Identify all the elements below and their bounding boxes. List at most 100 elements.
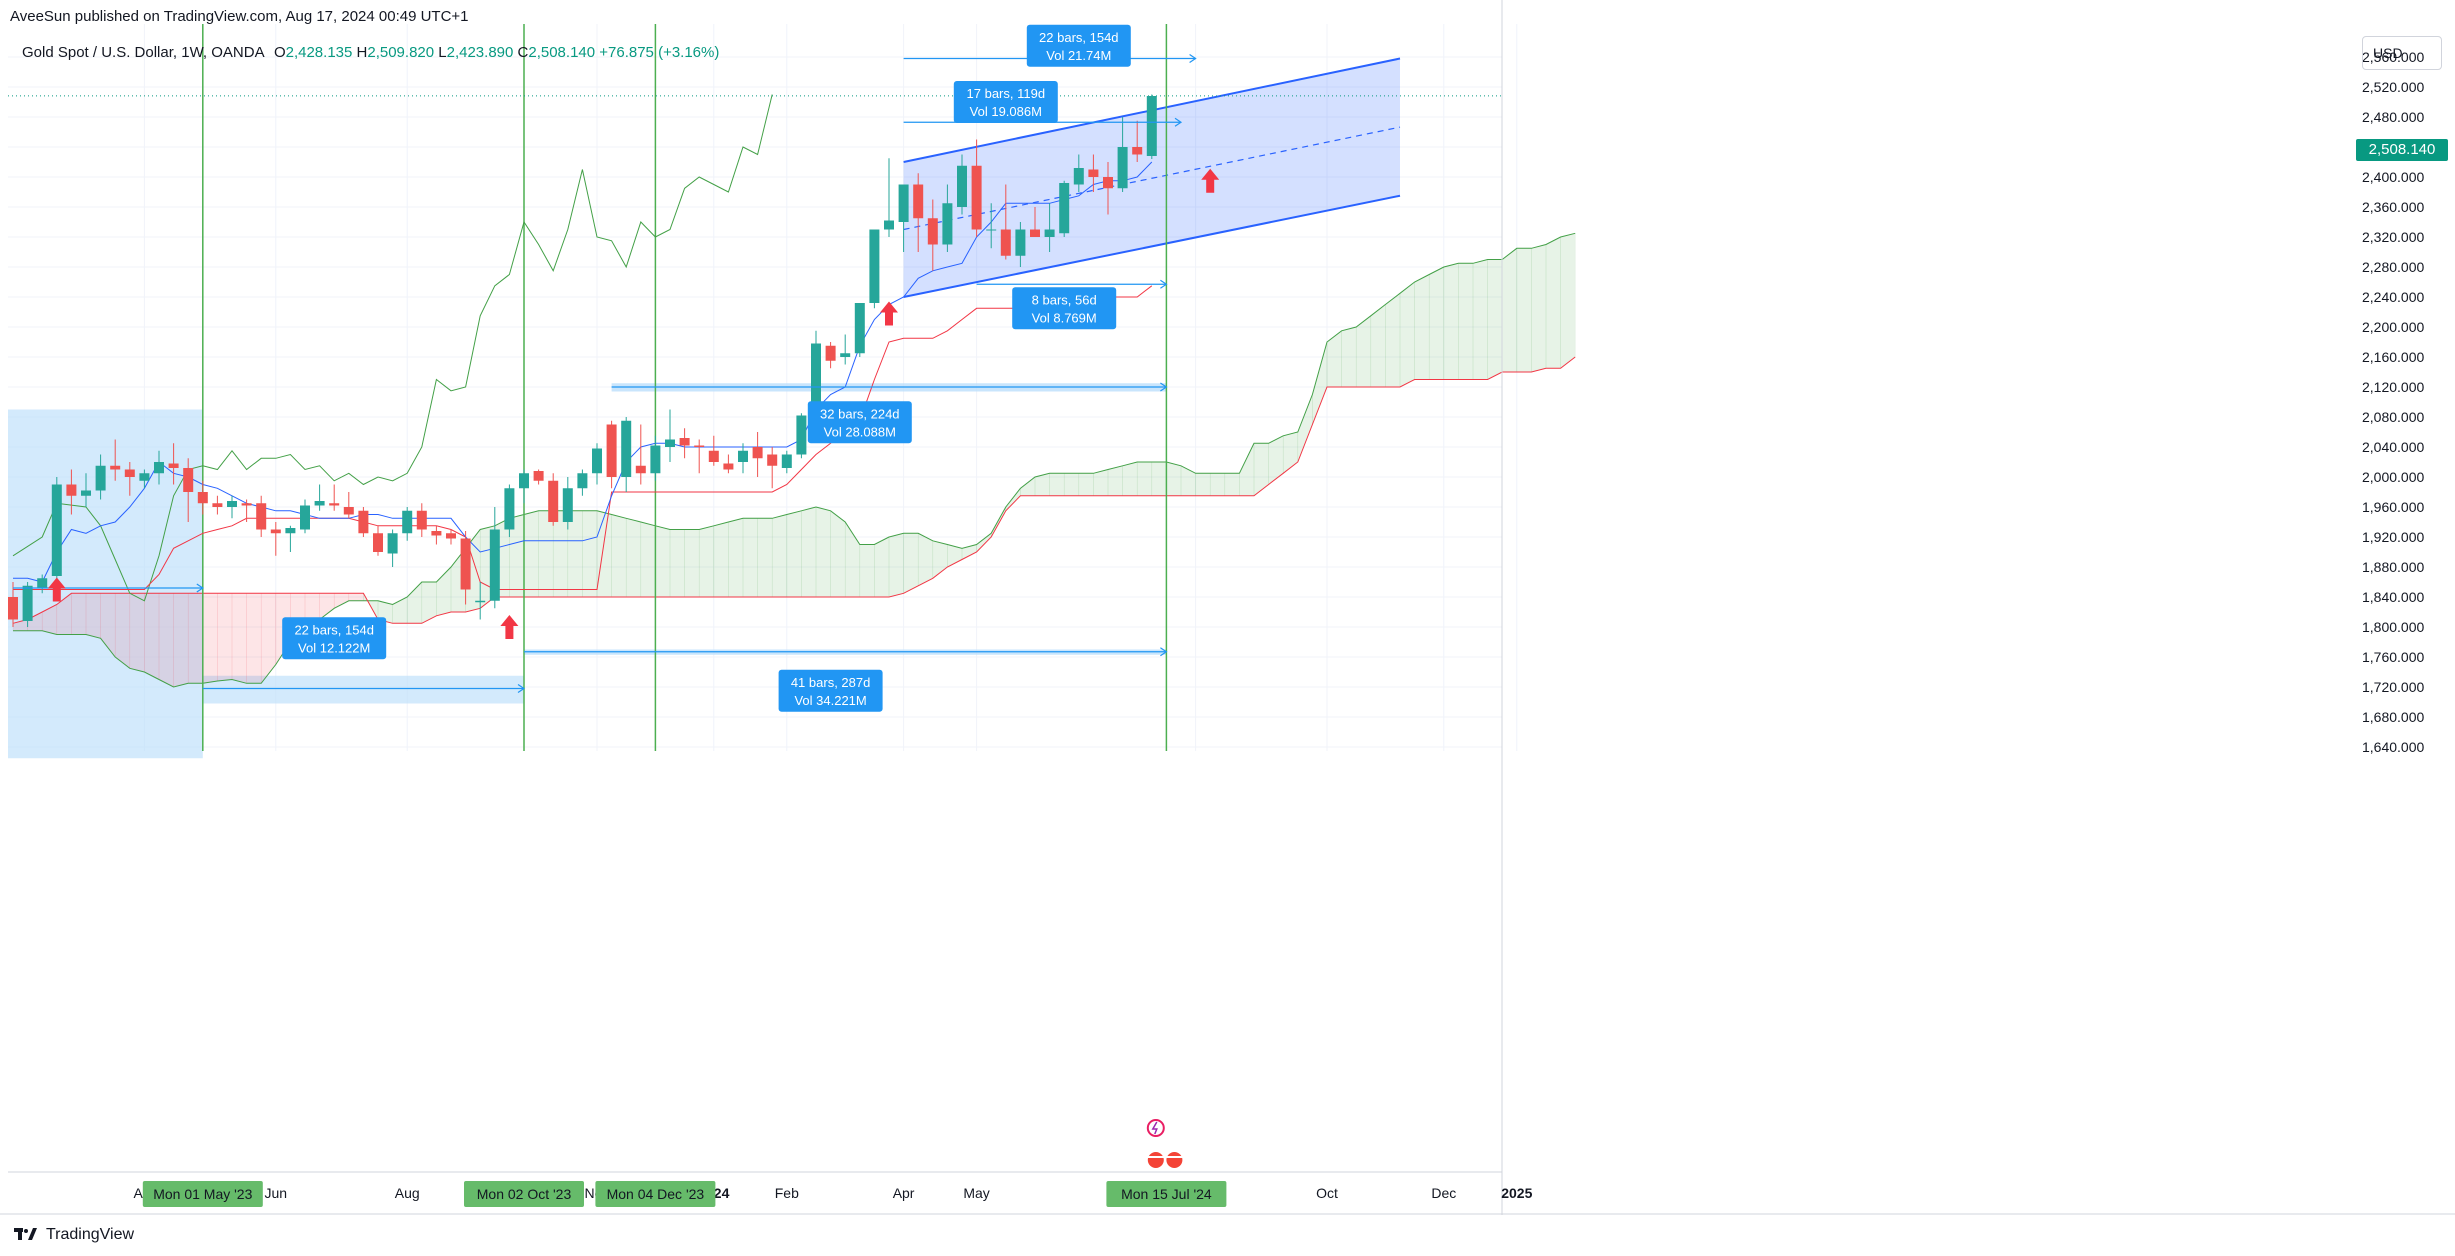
cloud-segment	[114, 593, 131, 669]
cloud-segment	[1209, 473, 1226, 497]
x-tick-label: Feb	[775, 1185, 799, 1201]
candle-down	[752, 447, 763, 459]
x-tick-label: Apr	[893, 1185, 915, 1201]
high-label: H	[356, 44, 368, 61]
cloud-segment	[1428, 266, 1445, 380]
open-label: O	[273, 44, 286, 61]
candle-up	[986, 229, 997, 231]
y-tick-label: 2,040.000	[2362, 439, 2424, 455]
cloud-segment	[231, 593, 247, 684]
cloud-segment	[917, 532, 934, 587]
candle-up	[285, 528, 296, 534]
y-tick-label: 2,320.000	[2362, 229, 2424, 245]
candle-up	[1146, 96, 1157, 156]
y-tick-label: 2,200.000	[2362, 319, 2424, 335]
cloud-segment	[1253, 443, 1269, 497]
candle-down	[168, 463, 179, 468]
cloud-segment	[1355, 315, 1372, 388]
us-flag-icon	[1166, 1152, 1183, 1168]
candle-down	[256, 503, 267, 530]
lagging-span	[12, 94, 773, 602]
date-marker-chip	[1106, 1181, 1227, 1207]
cloud-segment	[246, 593, 262, 684]
channel-lower-line	[903, 194, 1401, 298]
candle-down	[1103, 177, 1113, 189]
cloud-segment	[801, 506, 817, 598]
y-tick-label: 1,800.000	[2362, 619, 2424, 635]
date-marker-label: Mon 01 May '23	[153, 1186, 252, 1202]
y-tick-label: 1,640.000	[2362, 739, 2424, 755]
candle-down	[460, 538, 471, 590]
candle-up	[592, 448, 602, 474]
candle-up	[1117, 147, 1128, 189]
candle-up	[387, 533, 398, 554]
cloud-segment	[1370, 303, 1386, 388]
cloud-segment	[1545, 236, 1561, 369]
candle-down	[1088, 169, 1099, 177]
cloud-segment	[830, 510, 846, 598]
tradingview-logo[interactable]: TradingView	[14, 1226, 134, 1244]
candle-down	[913, 184, 924, 219]
candle-down	[533, 471, 544, 481]
measure-label-volume: Vol 8.769M	[1032, 310, 1097, 325]
y-tick-label: 1,680.000	[2362, 709, 2424, 725]
measure-label-box	[953, 81, 1058, 123]
candle-down	[197, 492, 208, 504]
candle-up	[621, 420, 632, 477]
candle-down	[431, 531, 442, 536]
x-tick-label: May	[963, 1185, 989, 1201]
candle-down	[1132, 147, 1143, 155]
cloud-segment	[158, 593, 174, 688]
symbol-name: Gold Spot / U.S. Dollar, 1W, OANDA	[22, 44, 264, 61]
y-tick-label: 2,240.000	[2362, 289, 2424, 305]
candle-down	[635, 465, 646, 474]
symbol-legend[interactable]: Gold Spot / U.S. Dollar, 1W, OANDA O2,42…	[22, 44, 719, 61]
cloud-segment	[1341, 326, 1357, 388]
range-arrow-low-head	[1160, 647, 1168, 657]
measure-label-bars: 8 bars, 56d	[1032, 292, 1097, 307]
candle-up	[227, 501, 237, 507]
cloud-segment	[888, 532, 904, 598]
x-tick-label: 2025	[1501, 1185, 1532, 1201]
measure-label-box	[807, 401, 912, 444]
us-flag-stripe	[1147, 1156, 1164, 1158]
x-tick-label: Jun	[265, 1185, 288, 1201]
candle-down	[694, 445, 705, 447]
us-flag-icon	[1147, 1152, 1164, 1168]
candle-up	[300, 505, 310, 530]
candle-up	[1015, 229, 1026, 256]
cloud-segment	[1385, 292, 1401, 388]
y-tick-label: 1,960.000	[2362, 499, 2424, 515]
cloud-segment	[567, 510, 583, 598]
cloud-segment	[742, 518, 758, 598]
range-shade-bottom	[202, 675, 525, 704]
cloud-segment	[625, 517, 642, 598]
cloud-segment	[1560, 232, 1576, 369]
cloud-segment	[1326, 330, 1342, 388]
cloud-segment	[1166, 461, 1182, 497]
candle-up	[738, 450, 748, 462]
measure-label-bars: 17 bars, 119d	[967, 86, 1046, 101]
candle-up	[1044, 229, 1055, 237]
candle-up	[81, 490, 91, 496]
cloud-segment	[1107, 465, 1123, 497]
cloud-segment	[1443, 262, 1459, 380]
currency-selector[interactable]: USD	[2362, 36, 2442, 70]
candle-down	[212, 503, 223, 507]
last-price-tag: 2,508.140	[2356, 139, 2448, 161]
high-value: 2,509.820	[367, 44, 435, 61]
candle-up	[504, 488, 515, 530]
cloud-segment	[859, 544, 875, 598]
candles	[8, 94, 1157, 627]
y-tick-label: 2,480.000	[2362, 109, 2424, 125]
close-label: C	[517, 44, 529, 61]
candle-down	[373, 533, 383, 552]
candle-up	[51, 484, 62, 576]
candle-up	[577, 473, 588, 489]
cloud-segment	[260, 593, 277, 685]
publisher-caption: AveeSun published on TradingView.com, Au…	[10, 8, 469, 25]
cloud-segment	[1399, 281, 1415, 388]
candle-down	[708, 450, 719, 462]
cloud-segment	[85, 593, 101, 639]
